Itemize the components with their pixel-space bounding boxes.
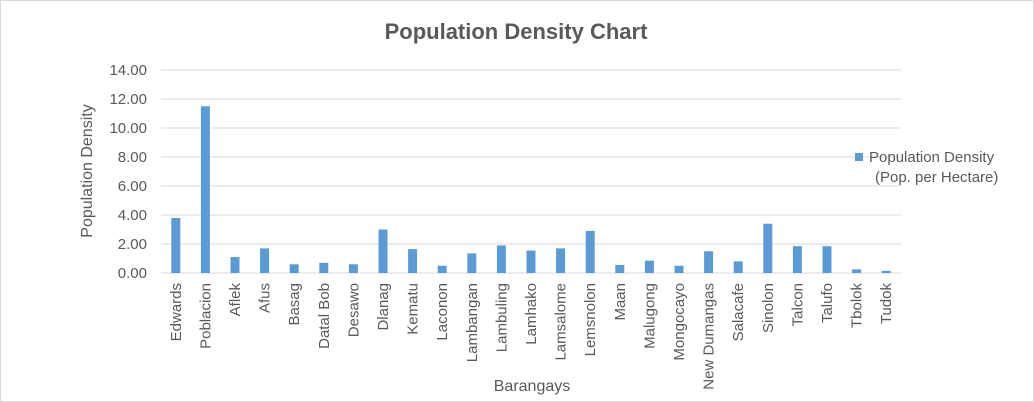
bar-maan bbox=[615, 265, 625, 273]
legend-label-line-2: (Pop. per Hectare) bbox=[875, 169, 998, 186]
bar-talcon bbox=[792, 246, 802, 273]
y-tick-label: 14.00 bbox=[109, 62, 147, 79]
y-tick-label: 12.00 bbox=[109, 91, 147, 108]
x-tick-label: Lambuling bbox=[493, 283, 510, 352]
x-tick-label: Salacafe bbox=[730, 283, 747, 341]
bars bbox=[171, 106, 891, 273]
bar-aflek bbox=[230, 257, 240, 273]
bar-dlanag bbox=[378, 229, 388, 273]
chart-title: Population Density Chart bbox=[385, 19, 648, 44]
bar-afus bbox=[260, 248, 270, 273]
bar-lambuling bbox=[496, 245, 506, 273]
legend-swatch bbox=[855, 153, 863, 161]
x-tick-label: Edwards bbox=[168, 283, 185, 341]
bar-lemsnolon bbox=[585, 230, 595, 273]
y-axis-label: Population Density bbox=[79, 104, 96, 237]
gridlines bbox=[161, 69, 901, 245]
x-tick-label: Dlanag bbox=[375, 283, 392, 331]
x-tick-label: Aflek bbox=[227, 283, 244, 317]
x-tick-label: New Dumangas bbox=[701, 283, 718, 390]
bar-edwards bbox=[171, 217, 181, 273]
x-tick-label: Datal Bob bbox=[316, 283, 333, 349]
y-tick-label: 6.00 bbox=[118, 178, 147, 195]
x-tick-label: Talufo bbox=[819, 283, 836, 323]
x-tick-label: Basag bbox=[286, 283, 303, 326]
y-tick-label: 0.00 bbox=[118, 265, 147, 282]
bar-new-dumangas bbox=[704, 251, 714, 273]
bar-malugong bbox=[644, 260, 654, 273]
y-tick-label: 10.00 bbox=[109, 120, 147, 137]
y-tick-label: 8.00 bbox=[118, 149, 147, 166]
x-tick-label: Lemsnolon bbox=[582, 283, 599, 356]
x-tick-label: Tbolok bbox=[849, 283, 866, 329]
x-tick-label: Afus bbox=[257, 283, 274, 313]
bar-lamsalome bbox=[556, 248, 566, 273]
bar-talufo bbox=[822, 246, 832, 273]
x-tick-label: Laconon bbox=[434, 283, 451, 341]
y-tick-label: 4.00 bbox=[118, 207, 147, 224]
bar-tudok bbox=[881, 270, 891, 273]
x-tick-label: Lamhako bbox=[523, 283, 540, 345]
bar-tbolok bbox=[852, 269, 862, 273]
x-axis-label: Barangays bbox=[494, 378, 571, 395]
y-axis-tick-labels: 0.00 2.00 4.00 6.00 8.00 10.00 12.00 14.00 bbox=[109, 62, 147, 282]
bar-sinolon bbox=[763, 223, 773, 273]
bar-laconon bbox=[437, 265, 447, 273]
x-tick-label: Sinolon bbox=[760, 283, 777, 333]
x-tick-label: Lamsalome bbox=[553, 283, 570, 361]
legend-label-line-1: Population Density bbox=[869, 149, 995, 166]
x-tick-label: Kematu bbox=[405, 283, 422, 335]
x-tick-label: Malugong bbox=[641, 283, 658, 349]
x-tick-label: Lambangan bbox=[464, 283, 481, 362]
bar-lambangan bbox=[467, 253, 477, 273]
x-tick-label: Tudok bbox=[878, 283, 895, 325]
x-tick-label: Maan bbox=[612, 283, 629, 321]
x-tick-label: Mongocayo bbox=[671, 283, 688, 361]
bar-mongocayo bbox=[674, 265, 684, 273]
bar-desawo bbox=[348, 264, 358, 273]
bar-lamhako bbox=[526, 250, 536, 273]
bar-basag bbox=[289, 264, 299, 273]
x-tick-label: Poblacion bbox=[197, 283, 214, 349]
x-axis-tick-labels: Edwards Poblacion Aflek Afus Basag Datal Bob D… bbox=[168, 283, 895, 390]
bar-datal-bob bbox=[319, 262, 329, 273]
x-tick-label: Talcon bbox=[789, 283, 806, 326]
bar-salacafe bbox=[733, 261, 743, 273]
bar-kematu bbox=[408, 249, 418, 273]
x-tick-label: Desawo bbox=[345, 283, 362, 337]
y-tick-label: 2.00 bbox=[118, 236, 147, 253]
bar-poblacion bbox=[200, 106, 210, 273]
legend: Population Density (Pop. per Hectare) bbox=[855, 149, 998, 186]
